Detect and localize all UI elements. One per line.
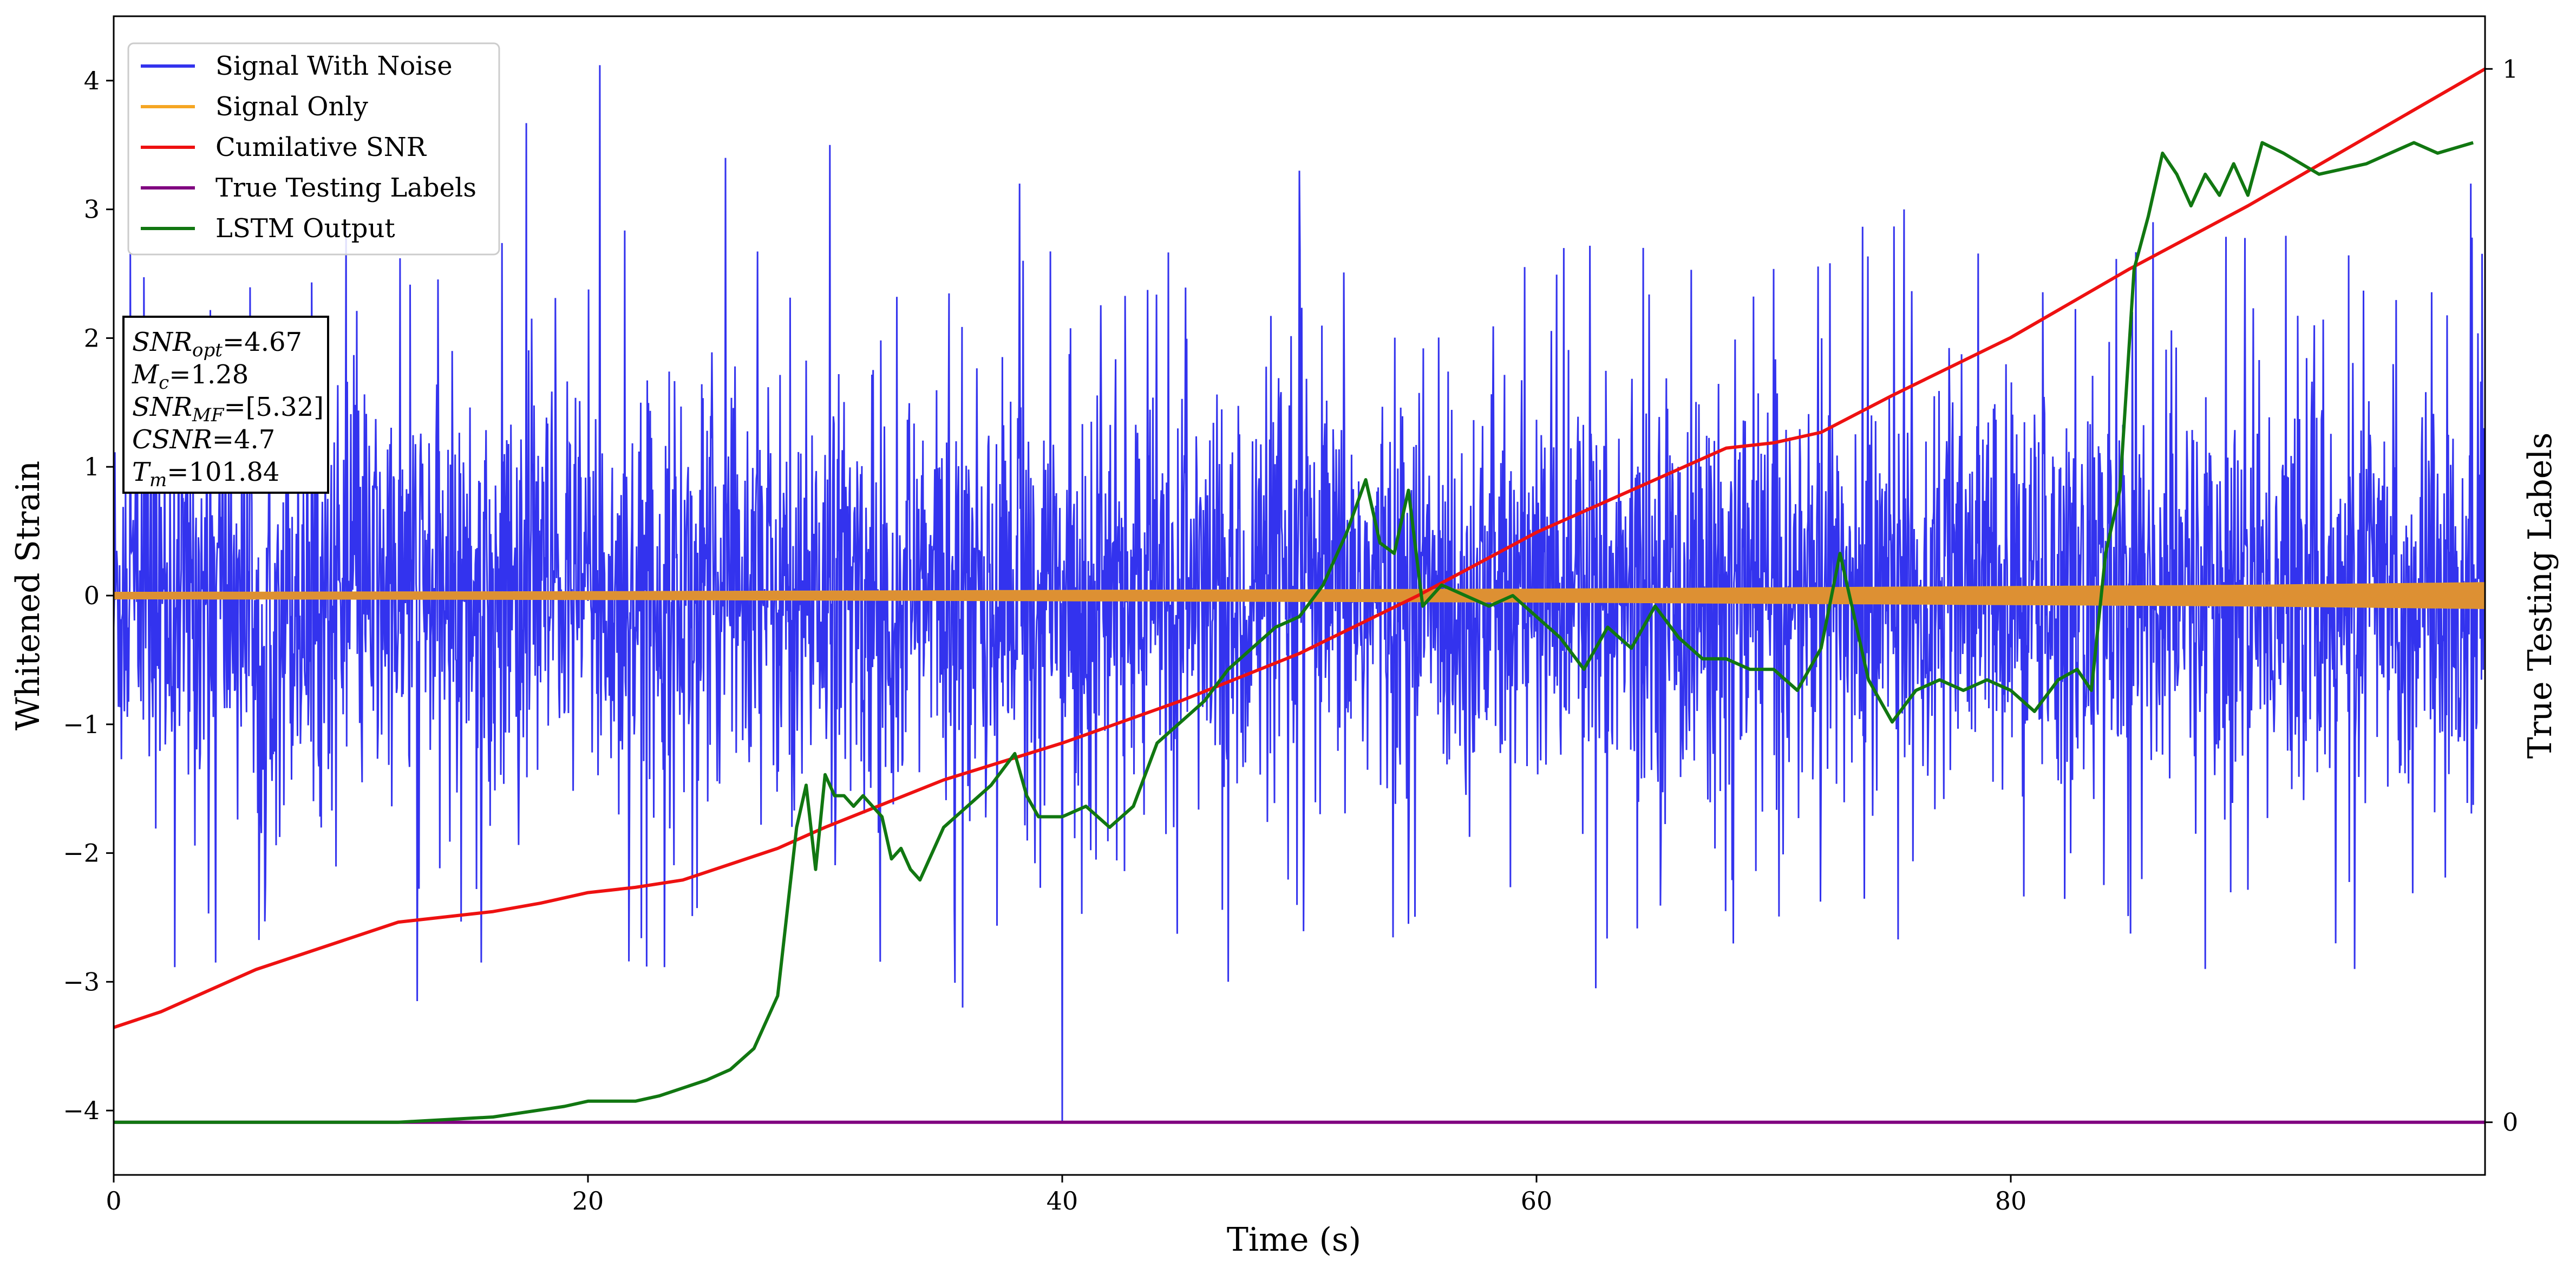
y-tick-label: 2 [84, 323, 100, 352]
series-signal-only [114, 582, 2485, 609]
y-tick-label: 1 [84, 452, 100, 481]
annotation-line: Mc=1.28 [132, 360, 249, 394]
y-tick-label: 4 [84, 66, 100, 95]
series-lstm-output [114, 141, 2474, 1124]
x-tick-label: 0 [106, 1186, 121, 1216]
y-tick-label: −1 [63, 710, 100, 739]
legend-label: True Testing Labels [215, 173, 476, 203]
series-cumilative-snr [114, 67, 2485, 1029]
y-tick-label: −2 [63, 839, 100, 868]
annotation-line: CSNR=4.7 [132, 424, 275, 455]
annotation-line: SNRopt=4.67 [132, 327, 302, 361]
x-tick-label: 40 [1047, 1186, 1078, 1216]
y-right-tick-label: 0 [2502, 1108, 2518, 1137]
y-axis-right-title: True Testing Labels [2521, 433, 2559, 759]
legend-label: Signal Only [215, 92, 368, 122]
parameter-annotation-box: SNRopt=4.67Mc=1.28SNRMF=[5.32]CSNR=4.7Tm… [122, 316, 329, 494]
y-tick-label: 3 [84, 195, 100, 224]
y-axis-left: −4 −3 −2 −1 0 1 2 3 4 [63, 66, 114, 1125]
y-tick-label: 0 [84, 581, 100, 610]
annotation-frame [122, 316, 329, 494]
annotation-line: Tm=101.84 [132, 457, 279, 491]
x-axis: 0 20 40 60 80 [106, 1175, 2026, 1216]
legend-label: Signal With Noise [215, 51, 453, 81]
annotation-line: SNRMF=[5.32] [132, 392, 324, 426]
series-layer [114, 65, 2485, 1124]
y-tick-label: −4 [63, 1096, 100, 1125]
y-right-tick-label: 1 [2502, 54, 2518, 83]
y-tick-label: −3 [63, 967, 100, 996]
x-tick-label: 80 [1995, 1186, 2027, 1216]
legend-frame [127, 42, 500, 256]
series-signal-with-noise [114, 65, 2485, 1123]
y-axis-right: 01 [2485, 54, 2518, 1137]
x-axis-title: Time (s) [1227, 1221, 1361, 1259]
legend: Signal With Noise Signal Only Cumilative S… [127, 42, 500, 256]
legend-label: Cumilative SNR [215, 132, 427, 162]
x-tick-label: 60 [1521, 1186, 1553, 1216]
x-tick-label: 20 [572, 1186, 604, 1216]
y-axis-title: Whitened Strain [9, 461, 47, 730]
legend-label: LSTM Output [215, 213, 395, 244]
